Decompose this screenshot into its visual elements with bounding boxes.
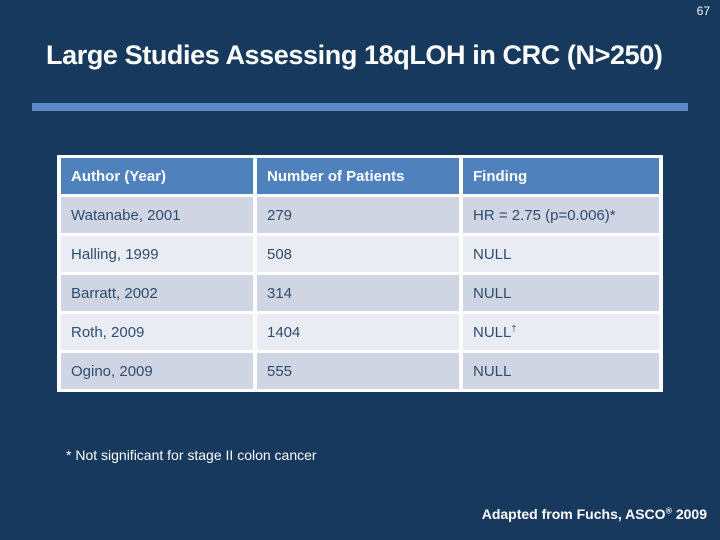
title-underline-bar [32,103,688,111]
cell-patients: 555 [257,353,459,389]
cell-author: Halling, 1999 [61,236,253,272]
table-row: Roth, 2009 1404 NULL† [61,314,659,350]
column-header-patients: Number of Patients [257,158,459,194]
cell-author: Barratt, 2002 [61,275,253,311]
cell-finding: HR = 2.75 (p=0.006)* [463,197,659,233]
credit-text: Adapted from Fuchs, ASCO [481,506,666,522]
column-header-finding: Finding [463,158,659,194]
table-row: Watanabe, 2001 279 HR = 2.75 (p=0.006)* [61,197,659,233]
cell-finding: NULL† [463,314,659,350]
cell-finding: NULL [463,353,659,389]
table-row: Halling, 1999 508 NULL [61,236,659,272]
registered-symbol: ® [665,505,672,516]
credit-line: Adapted from Fuchs, ASCO® 2009 [482,506,707,522]
column-header-author: Author (Year) [61,158,253,194]
footnote: * Not significant for stage II colon can… [66,447,317,463]
table-header-row: Author (Year) Number of Patients Finding [61,158,659,194]
cell-author: Ogino, 2009 [61,353,253,389]
cell-patients: 508 [257,236,459,272]
slide-title: Large Studies Assessing 18qLOH in CRC (N… [46,40,663,70]
cell-finding: NULL [463,236,659,272]
table-row: Ogino, 2009 555 NULL [61,353,659,389]
cell-patients: 279 [257,197,459,233]
cell-author: Watanabe, 2001 [61,197,253,233]
cell-author: Roth, 2009 [61,314,253,350]
studies-table: Author (Year) Number of Patients Finding… [57,155,663,392]
dagger-symbol: † [511,322,517,333]
cell-patients: 314 [257,275,459,311]
cell-finding: NULL [463,275,659,311]
cell-patients: 1404 [257,314,459,350]
page-number: 67 [696,4,710,18]
table-row: Barratt, 2002 314 NULL [61,275,659,311]
credit-year: 2009 [671,506,707,522]
